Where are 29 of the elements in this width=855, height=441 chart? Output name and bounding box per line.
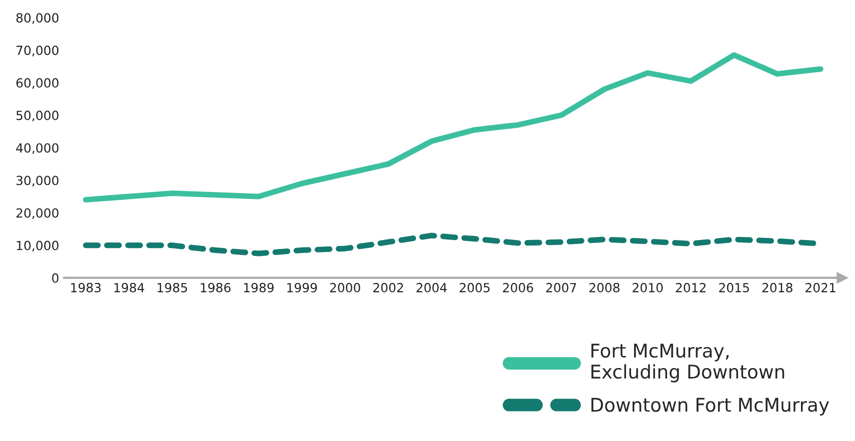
y-tick-label: 0 [52,273,58,283]
legend-label: Fort McMurray, Excluding Downtown [591,344,784,382]
y-tick-label: 80,000 [16,13,58,24]
x-tick-label: 2012 [676,282,706,292]
x-tick-label: 1985 [158,282,187,292]
x-tick-label: 2018 [762,282,792,292]
x-tick-label: 2010 [632,282,663,292]
x-tick-label: 2008 [589,282,620,292]
x-tick-label: 1999 [287,282,317,292]
y-tick-label: 30,000 [16,176,58,186]
x-tick-label: 2021 [806,282,836,292]
x-tick-label: 1989 [244,282,274,292]
x-tick-label: 1986 [200,282,231,292]
y-tick-label: 70,000 [16,46,58,56]
x-tick-label: 2006 [502,282,534,292]
x-tick-label: 1983 [71,282,101,292]
y-tick-label: 60,000 [16,78,58,89]
legend-label: Downtown Fort McMurray [591,398,830,416]
y-tick-label: 40,000 [16,143,58,154]
x-tick-label: 2004 [416,282,447,292]
y-tick-label: 20,000 [16,208,58,219]
y-tick-label: 50,000 [16,110,58,122]
x-tick-label: 1984 [114,282,144,292]
x-tick-label: 2005 [460,282,490,292]
x-tick-label: 2002 [373,282,403,292]
x-tick-label: 2015 [719,282,749,292]
x-tick-label: 2007 [546,282,576,292]
x-tick-label: 2000 [330,282,360,292]
y-tick-label: 10,000 [16,240,58,252]
